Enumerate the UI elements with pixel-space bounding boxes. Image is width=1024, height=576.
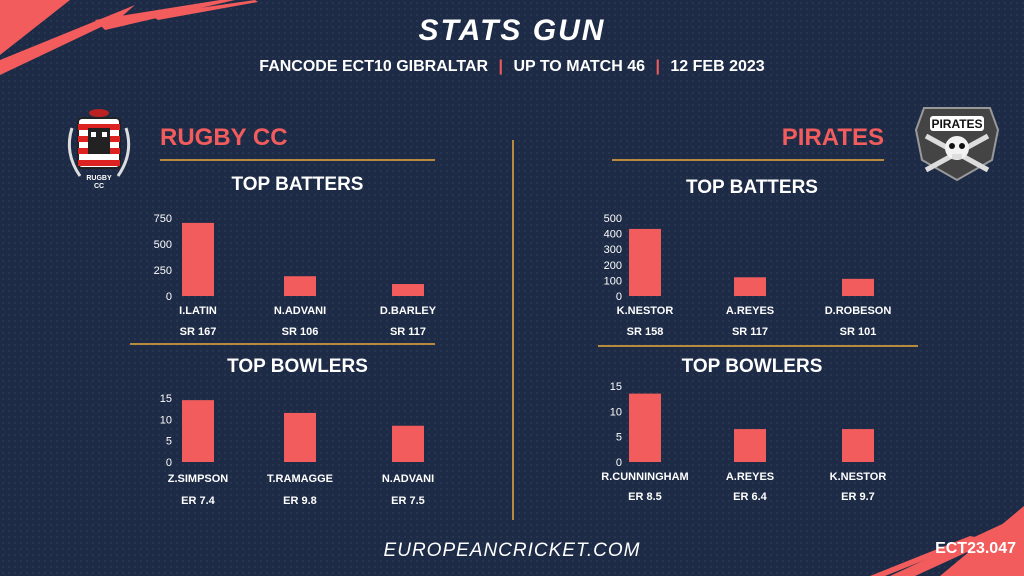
logo-text-rugby: RUGBY [86, 175, 112, 182]
category-label: A.REYES [726, 305, 774, 317]
y-tick-label: 500 [154, 239, 172, 251]
left-section-divider [130, 343, 435, 345]
subtitle-competition: FANCODE ECT10 GIBRALTAR [259, 58, 489, 75]
logo-text-cc: CC [94, 183, 104, 190]
category-label: R.CUNNINGHAM [601, 471, 688, 483]
left-bowlers-title: TOP BOWLERS [227, 356, 368, 377]
rugby-cc-logo: RUGBY CC [62, 108, 136, 190]
bar [842, 429, 874, 462]
left-bowlers-chart: 0 5 10 15 Z.SIMPSON ER 7.4 T.RAMAGGE ER 9.8 N.AD… [160, 393, 434, 507]
y-tick-label: 250 [154, 265, 172, 277]
category-label: Z.SIMPSON [168, 473, 229, 485]
y-tick-label: 500 [604, 213, 622, 225]
subtitle-date: 12 FEB 2023 [670, 58, 765, 75]
category-label: N.ADVANI [382, 473, 434, 485]
category-label: K.NESTOR [617, 305, 674, 317]
stat-label: SR 101 [840, 326, 877, 338]
page-subtitle: FANCODE ECT10 GIBRALTAR | UP TO MATCH 46… [0, 58, 1024, 76]
bar [629, 393, 661, 462]
footer-website: EUROPEANCRICKET.COM [383, 540, 641, 561]
stat-label: ER 7.5 [391, 495, 425, 507]
bar [284, 276, 316, 296]
stat-label: ER 9.7 [841, 491, 875, 503]
stat-label: SR 158 [627, 326, 664, 338]
category-label: N.ADVANI [274, 305, 326, 317]
stat-label: ER 8.5 [628, 491, 662, 503]
center-divider [512, 140, 514, 520]
category-label: K.NESTOR [830, 471, 887, 483]
subtitle-separator: | [655, 58, 660, 75]
stat-label: ER 9.8 [283, 495, 317, 507]
left-batters-title: TOP BATTERS [231, 174, 364, 195]
graphic-code: ECT23.047 [935, 540, 1016, 557]
stat-label: SR 117 [732, 326, 768, 338]
right-team-underline [612, 159, 884, 161]
stat-label: SR 117 [390, 326, 426, 338]
pirates-logo: PIRATES [912, 100, 1002, 182]
right-team-name: PIRATES [781, 124, 884, 151]
y-tick-label: 300 [604, 244, 622, 256]
right-batters-title: TOP BATTERS [686, 177, 818, 198]
stat-label: SR 167 [180, 326, 217, 338]
stat-label: SR 106 [282, 326, 319, 338]
y-tick-label: 10 [160, 414, 172, 426]
left-team-underline [160, 159, 435, 161]
y-tick-label: 15 [610, 381, 622, 393]
bar [629, 228, 661, 296]
y-tick-label: 0 [166, 457, 172, 469]
y-tick-label: 15 [160, 393, 172, 405]
top-left-decoration [0, 0, 258, 75]
category-label: D.ROBESON [825, 305, 892, 317]
bar [392, 284, 424, 296]
subtitle-match: UP TO MATCH 46 [513, 58, 646, 75]
bar [182, 400, 214, 462]
right-section-divider [598, 345, 918, 347]
bar [182, 222, 214, 296]
category-label: A.REYES [726, 471, 774, 483]
right-batters-chart: 0 100 200 300 400 500 K.NESTOR SR 158 A.REYES SR … [604, 213, 892, 338]
y-tick-label: 5 [166, 436, 172, 448]
y-tick-label: 750 [154, 213, 172, 225]
left-batters-chart: 0 250 500 750 I.LATIN SR 167 N.ADVANI SR 106 D.B… [154, 213, 437, 338]
bottom-right-decoration [870, 506, 1024, 576]
category-label: I.LATIN [179, 305, 217, 317]
bar [734, 429, 766, 462]
subtitle-separator: | [498, 58, 503, 75]
bar [392, 425, 424, 462]
y-tick-label: 5 [616, 432, 622, 444]
y-tick-label: 400 [604, 229, 622, 241]
category-label: D.BARLEY [380, 305, 437, 317]
y-tick-label: 0 [616, 291, 622, 303]
bar [842, 278, 874, 296]
page-title: STATS GUN [418, 14, 606, 47]
right-bowlers-chart: 0 5 10 15 R.CUNNINGHAM ER 8.5 A.REYES ER 6.4 K.N… [601, 381, 887, 503]
left-team-name: RUGBY CC [160, 124, 288, 151]
y-tick-label: 100 [604, 275, 622, 287]
logo-text-pirates: PIRATES [931, 117, 982, 131]
right-bowlers-title: TOP BOWLERS [681, 356, 823, 377]
stat-label: ER 7.4 [181, 495, 216, 507]
y-tick-label: 10 [610, 406, 622, 418]
y-tick-label: 200 [604, 260, 622, 272]
y-tick-label: 0 [166, 291, 172, 303]
stat-label: ER 6.4 [733, 491, 768, 503]
bar [734, 277, 766, 296]
category-label: T.RAMAGGE [267, 473, 333, 485]
bar [284, 412, 316, 462]
y-tick-label: 0 [616, 457, 622, 469]
